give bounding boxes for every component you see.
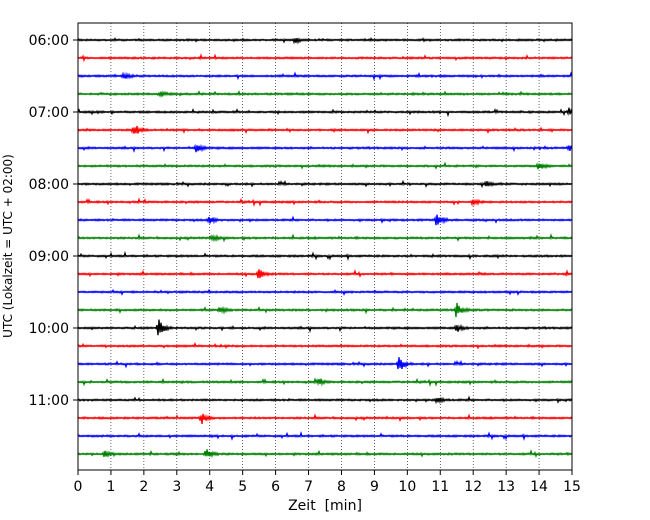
y-tick-label: 06:00 bbox=[29, 33, 69, 49]
x-tick-label: 4 bbox=[205, 479, 214, 495]
trace-0830 bbox=[77, 214, 573, 226]
x-tick-label: 15 bbox=[563, 479, 581, 495]
trace-1030 bbox=[77, 357, 573, 370]
x-tick-label: 12 bbox=[464, 479, 482, 495]
trace-1015 bbox=[77, 341, 573, 350]
y-axis-label: UTC (Lokalzeit = UTC + 02:00) bbox=[1, 154, 15, 338]
trace-1145 bbox=[77, 448, 573, 459]
trace-0615 bbox=[77, 53, 573, 63]
trace-0600 bbox=[77, 37, 573, 45]
y-tick-label: 07:00 bbox=[29, 105, 69, 121]
trace-0900 bbox=[77, 250, 573, 261]
y-tick-label: 08:00 bbox=[29, 177, 69, 193]
y-axis-ticks: 06:00 07:00 08:00 09:00 10:00 11:00 bbox=[29, 33, 78, 409]
seismogram-traces bbox=[77, 37, 573, 459]
x-tick-label: 9 bbox=[370, 479, 379, 495]
trace-0800 bbox=[77, 179, 573, 189]
x-tick-label: 11 bbox=[431, 479, 449, 495]
x-axis-label: Zeit [min] bbox=[288, 498, 362, 514]
x-tick-label: 14 bbox=[530, 479, 548, 495]
x-tick-label: 6 bbox=[271, 479, 280, 495]
vertical-gridlines bbox=[110, 23, 540, 470]
trace-0930 bbox=[77, 288, 573, 297]
x-axis-ticks: 0 1 2 3 4 5 6 7 8 9 10 11 12 13 14 15 bbox=[74, 470, 581, 495]
x-tick-label: 10 bbox=[398, 479, 416, 495]
trace-1100 bbox=[77, 395, 573, 405]
trace-1000 bbox=[77, 319, 573, 336]
trace-0715 bbox=[77, 125, 573, 135]
x-tick-label: 13 bbox=[497, 479, 515, 495]
x-tick-label: 7 bbox=[304, 479, 313, 495]
x-tick-label: 8 bbox=[337, 479, 346, 495]
trace-1115 bbox=[77, 413, 573, 424]
x-tick-label: 3 bbox=[172, 479, 181, 495]
y-tick-label: 10:00 bbox=[29, 321, 69, 337]
trace-0815 bbox=[77, 197, 573, 207]
trace-0645 bbox=[77, 89, 573, 98]
trace-0745 bbox=[77, 161, 573, 170]
plot-frame bbox=[77, 22, 573, 471]
trace-0845 bbox=[77, 233, 573, 243]
y-tick-label: 09:00 bbox=[29, 249, 69, 265]
trace-0945 bbox=[77, 302, 573, 318]
x-tick-label: 1 bbox=[106, 479, 115, 495]
trace-1045 bbox=[77, 377, 573, 387]
trace-0730 bbox=[77, 143, 573, 153]
trace-0630 bbox=[77, 71, 573, 81]
y-tick-label: 11:00 bbox=[29, 393, 69, 409]
trace-0915 bbox=[77, 268, 573, 279]
x-tick-label: 2 bbox=[139, 479, 148, 495]
x-tick-label: 0 bbox=[74, 479, 83, 495]
trace-1130 bbox=[77, 430, 573, 441]
x-tick-label: 5 bbox=[238, 479, 247, 495]
trace-0700 bbox=[77, 107, 573, 118]
